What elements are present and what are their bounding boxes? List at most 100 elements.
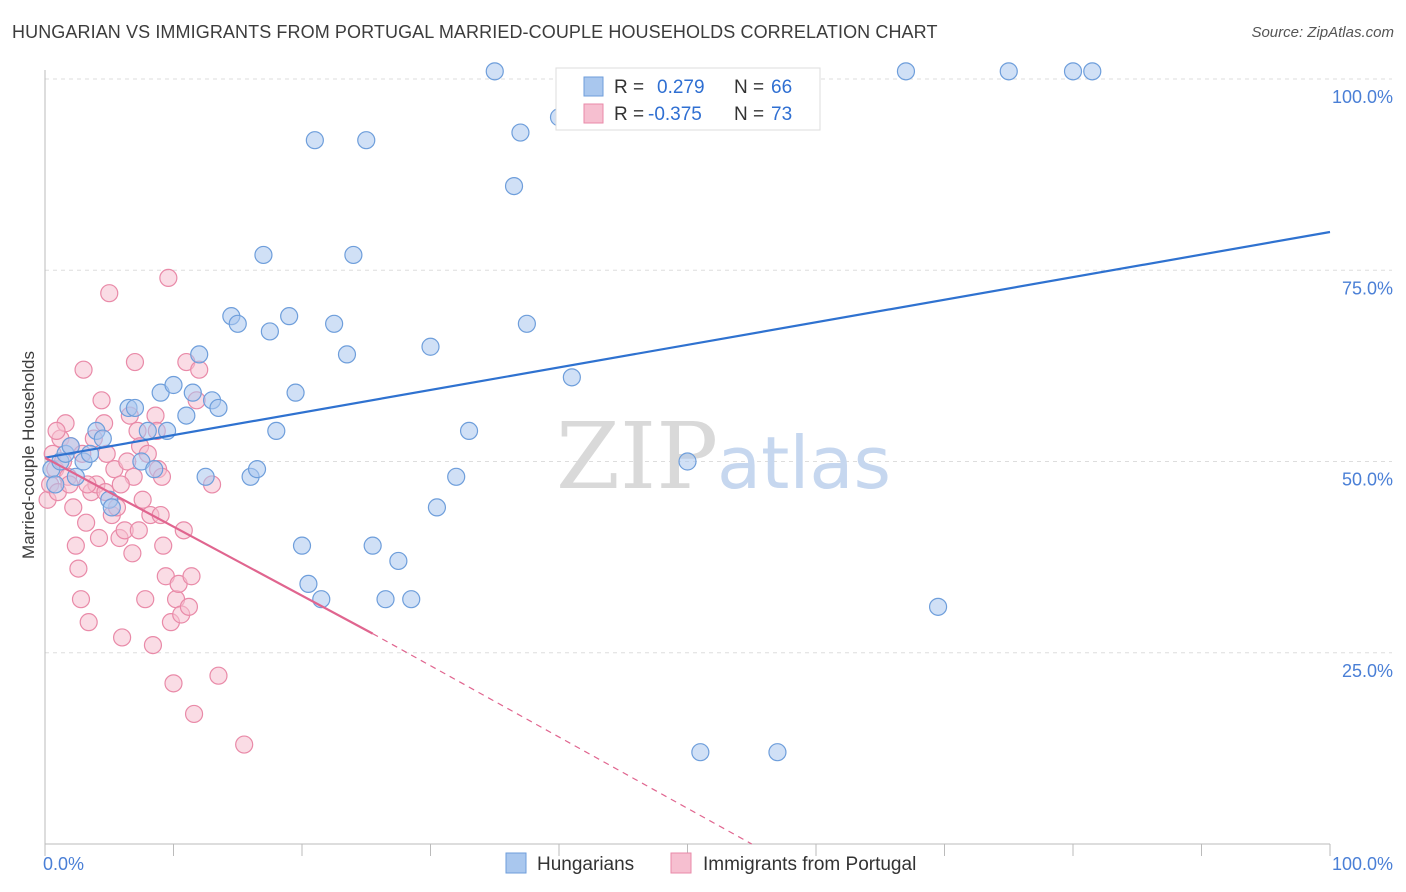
portugal-point-61 xyxy=(209,666,228,685)
portugal-point-12 xyxy=(69,559,88,578)
bottom-legend-swatch-hungarians xyxy=(505,852,527,874)
hungarians-point-34 xyxy=(286,383,305,402)
hungarians-point-43 xyxy=(363,536,382,555)
y-axis-label: Married-couple Households xyxy=(19,351,38,559)
hungarians-point-63 xyxy=(999,62,1018,81)
portugal-point-59 xyxy=(190,360,209,379)
legend-n-label-1: N = xyxy=(734,77,764,98)
hungarians-point-21 xyxy=(183,383,202,402)
watermark-atlas: atlas xyxy=(717,421,891,505)
hungarians-point-15 xyxy=(138,421,157,440)
legend-swatch-blue xyxy=(583,76,604,97)
portugal-point-13 xyxy=(71,590,91,609)
portugal-point-42 xyxy=(146,406,165,425)
hungarians-point-58 xyxy=(678,452,697,471)
hungarians-point-62 xyxy=(928,597,948,616)
portugal-point-37 xyxy=(133,490,152,509)
legend-r-label-1: R = xyxy=(614,77,644,98)
bottom-legend-portugal: Immigrants from Portugal xyxy=(703,854,916,875)
portugal-point-34 xyxy=(125,352,145,372)
hungarians-point-64 xyxy=(1063,62,1083,81)
series-legend: Hungarians Immigrants from Portugal xyxy=(505,852,916,875)
hungarians-point-25 xyxy=(209,398,228,418)
portugal-point-41 xyxy=(143,635,163,655)
hungarians-point-20 xyxy=(177,406,196,425)
portugal-trend-extension xyxy=(372,633,753,845)
hungarians-point-41 xyxy=(344,245,363,265)
portugal-point-21 xyxy=(92,391,111,410)
portugal-trend-line xyxy=(44,456,374,635)
legend-n-value-1: 66 xyxy=(771,77,792,98)
portugal-point-68 xyxy=(47,421,66,440)
portugal-point-45 xyxy=(154,536,173,555)
bottom-legend-hungarians: Hungarians xyxy=(537,854,634,875)
hungarians-point-60 xyxy=(768,743,787,762)
hungarians-point-48 xyxy=(427,498,447,517)
portugal-point-11 xyxy=(66,536,85,555)
hungarians-point-16 xyxy=(145,460,164,479)
portugal-point-49 xyxy=(164,674,183,693)
grid xyxy=(45,78,1392,654)
hungarians-point-57 xyxy=(562,368,581,387)
hungarians-trend-line xyxy=(44,230,1331,459)
x-tick-labels: 0.0% 100.0% xyxy=(43,854,1393,874)
x-tick-label-1: 100.0% xyxy=(1332,854,1393,874)
hungarians-point-47 xyxy=(421,337,440,356)
portugal-point-20 xyxy=(89,528,109,548)
portugal-point-56 xyxy=(182,567,201,586)
portugal-point-55 xyxy=(179,597,199,616)
legend-n-label-2: N = xyxy=(734,104,764,125)
hungarians-point-53 xyxy=(511,123,530,142)
hungarians-point-33 xyxy=(280,307,299,326)
hungarians-point-11 xyxy=(102,498,121,517)
portugal-point-70 xyxy=(129,521,148,540)
legend-r-value-1: 0.279 xyxy=(657,77,705,98)
hungarians-point-59 xyxy=(691,743,710,762)
hungarians-point-37 xyxy=(305,131,324,150)
hungarians-point-65 xyxy=(1083,62,1102,81)
hungarians-point-4 xyxy=(61,437,80,456)
hungarians-point-61 xyxy=(896,62,916,81)
hungarians-point-39 xyxy=(325,314,344,333)
portugal-point-69 xyxy=(111,475,130,494)
portugal-point-47 xyxy=(159,268,178,287)
hungarians-point-18 xyxy=(164,375,183,395)
legend-r-label-2: R = xyxy=(614,104,644,125)
legend-r-value-2: -0.375 xyxy=(648,104,702,125)
watermark: ZIP atlas xyxy=(556,403,891,510)
chart-source: Source: ZipAtlas.com xyxy=(1251,24,1394,41)
hungarians-point-31 xyxy=(260,322,279,341)
hungarians-point-1 xyxy=(46,475,65,494)
hungarians-point-35 xyxy=(292,536,312,555)
hungarians-point-29 xyxy=(247,460,267,479)
hungarians-point-45 xyxy=(389,551,408,571)
hungarians-point-51 xyxy=(485,62,504,81)
portugal-point-14 xyxy=(74,360,93,379)
hungarians-point-22 xyxy=(190,345,209,364)
portugal-point-57 xyxy=(184,704,204,724)
hungarians-point-32 xyxy=(267,421,286,440)
y-tick-labels: 25.0% 50.0% 75.0% 100.0% xyxy=(1332,87,1393,681)
hungarians-point-36 xyxy=(299,574,318,594)
hungarians-point-42 xyxy=(357,131,376,150)
portugal-point-16 xyxy=(79,613,98,632)
correlation-legend: R = 0.279 N = 66 R = -0.375 N = 73 xyxy=(555,67,821,131)
portugal-point-38 xyxy=(136,590,155,609)
hungarians-point-40 xyxy=(337,345,357,364)
hungarians-point-23 xyxy=(196,467,215,486)
hungarians-point-27 xyxy=(228,314,247,333)
portugal-point-15 xyxy=(77,513,96,532)
portugal-point-62 xyxy=(235,735,254,754)
portugal-point-33 xyxy=(123,544,142,563)
y-tick-label-1: 50.0% xyxy=(1342,470,1393,490)
portugal-point-10 xyxy=(64,498,83,517)
y-tick-label-2: 75.0% xyxy=(1342,278,1393,298)
hungarians-point-50 xyxy=(459,421,479,440)
hungarians-point-52 xyxy=(504,177,524,196)
hungarians-point-49 xyxy=(447,467,466,486)
hungarians-point-46 xyxy=(402,590,421,609)
series-hungarians-points xyxy=(42,62,1102,762)
hungarians-point-54 xyxy=(517,314,536,333)
x-tick-label-0: 0.0% xyxy=(43,854,84,874)
